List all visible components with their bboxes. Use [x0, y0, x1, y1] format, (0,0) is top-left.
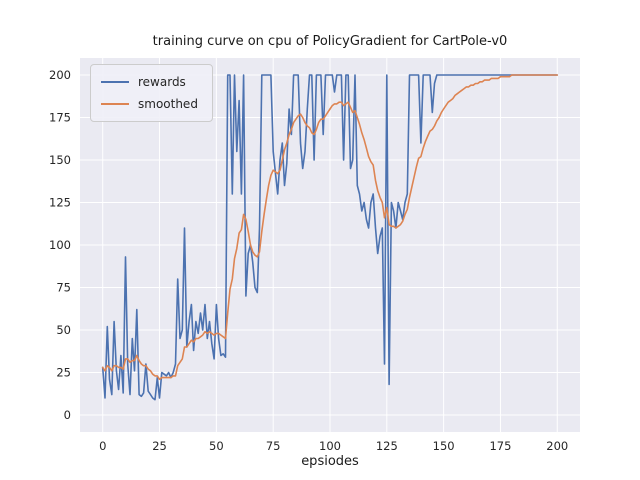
- x-tick-label: 50: [209, 439, 224, 453]
- legend-label-rewards: rewards: [138, 75, 186, 89]
- y-tick-label: 175: [49, 111, 71, 125]
- y-tick-label: 200: [49, 68, 71, 82]
- y-tick-label: 50: [56, 323, 71, 337]
- x-tick-label: 100: [319, 439, 341, 453]
- x-axis-label: epsiodes: [301, 454, 359, 469]
- y-tick-label: 125: [49, 196, 71, 210]
- smoothed-line: [101, 74, 559, 381]
- x-tick-label: 25: [152, 439, 167, 453]
- y-tick-label: 25: [56, 366, 71, 380]
- rewards-line-swatch: [101, 81, 129, 83]
- y-tick-label: 0: [64, 408, 71, 422]
- smoothed-line-swatch: [101, 103, 129, 105]
- legend-label-smoothed: smoothed: [138, 97, 198, 111]
- x-tick-label: 75: [266, 439, 281, 453]
- x-tick-label: 200: [546, 439, 568, 453]
- y-tick-label: 75: [56, 281, 71, 295]
- chart-title: training curve on cpu of PolicyGradient …: [152, 34, 508, 49]
- y-tick-label: 150: [49, 153, 71, 167]
- x-tick-label: 150: [433, 439, 455, 453]
- x-tick-label: 0: [99, 439, 106, 453]
- legend-entry-smoothed: smoothed: [101, 93, 198, 115]
- y-tick-label: 100: [49, 238, 71, 252]
- legend-entry-rewards: rewards: [101, 71, 198, 93]
- x-tick-label: 175: [489, 439, 511, 453]
- x-tick-label: 125: [376, 439, 398, 453]
- rewards-line: [101, 74, 559, 401]
- legend: rewards smoothed: [90, 64, 213, 122]
